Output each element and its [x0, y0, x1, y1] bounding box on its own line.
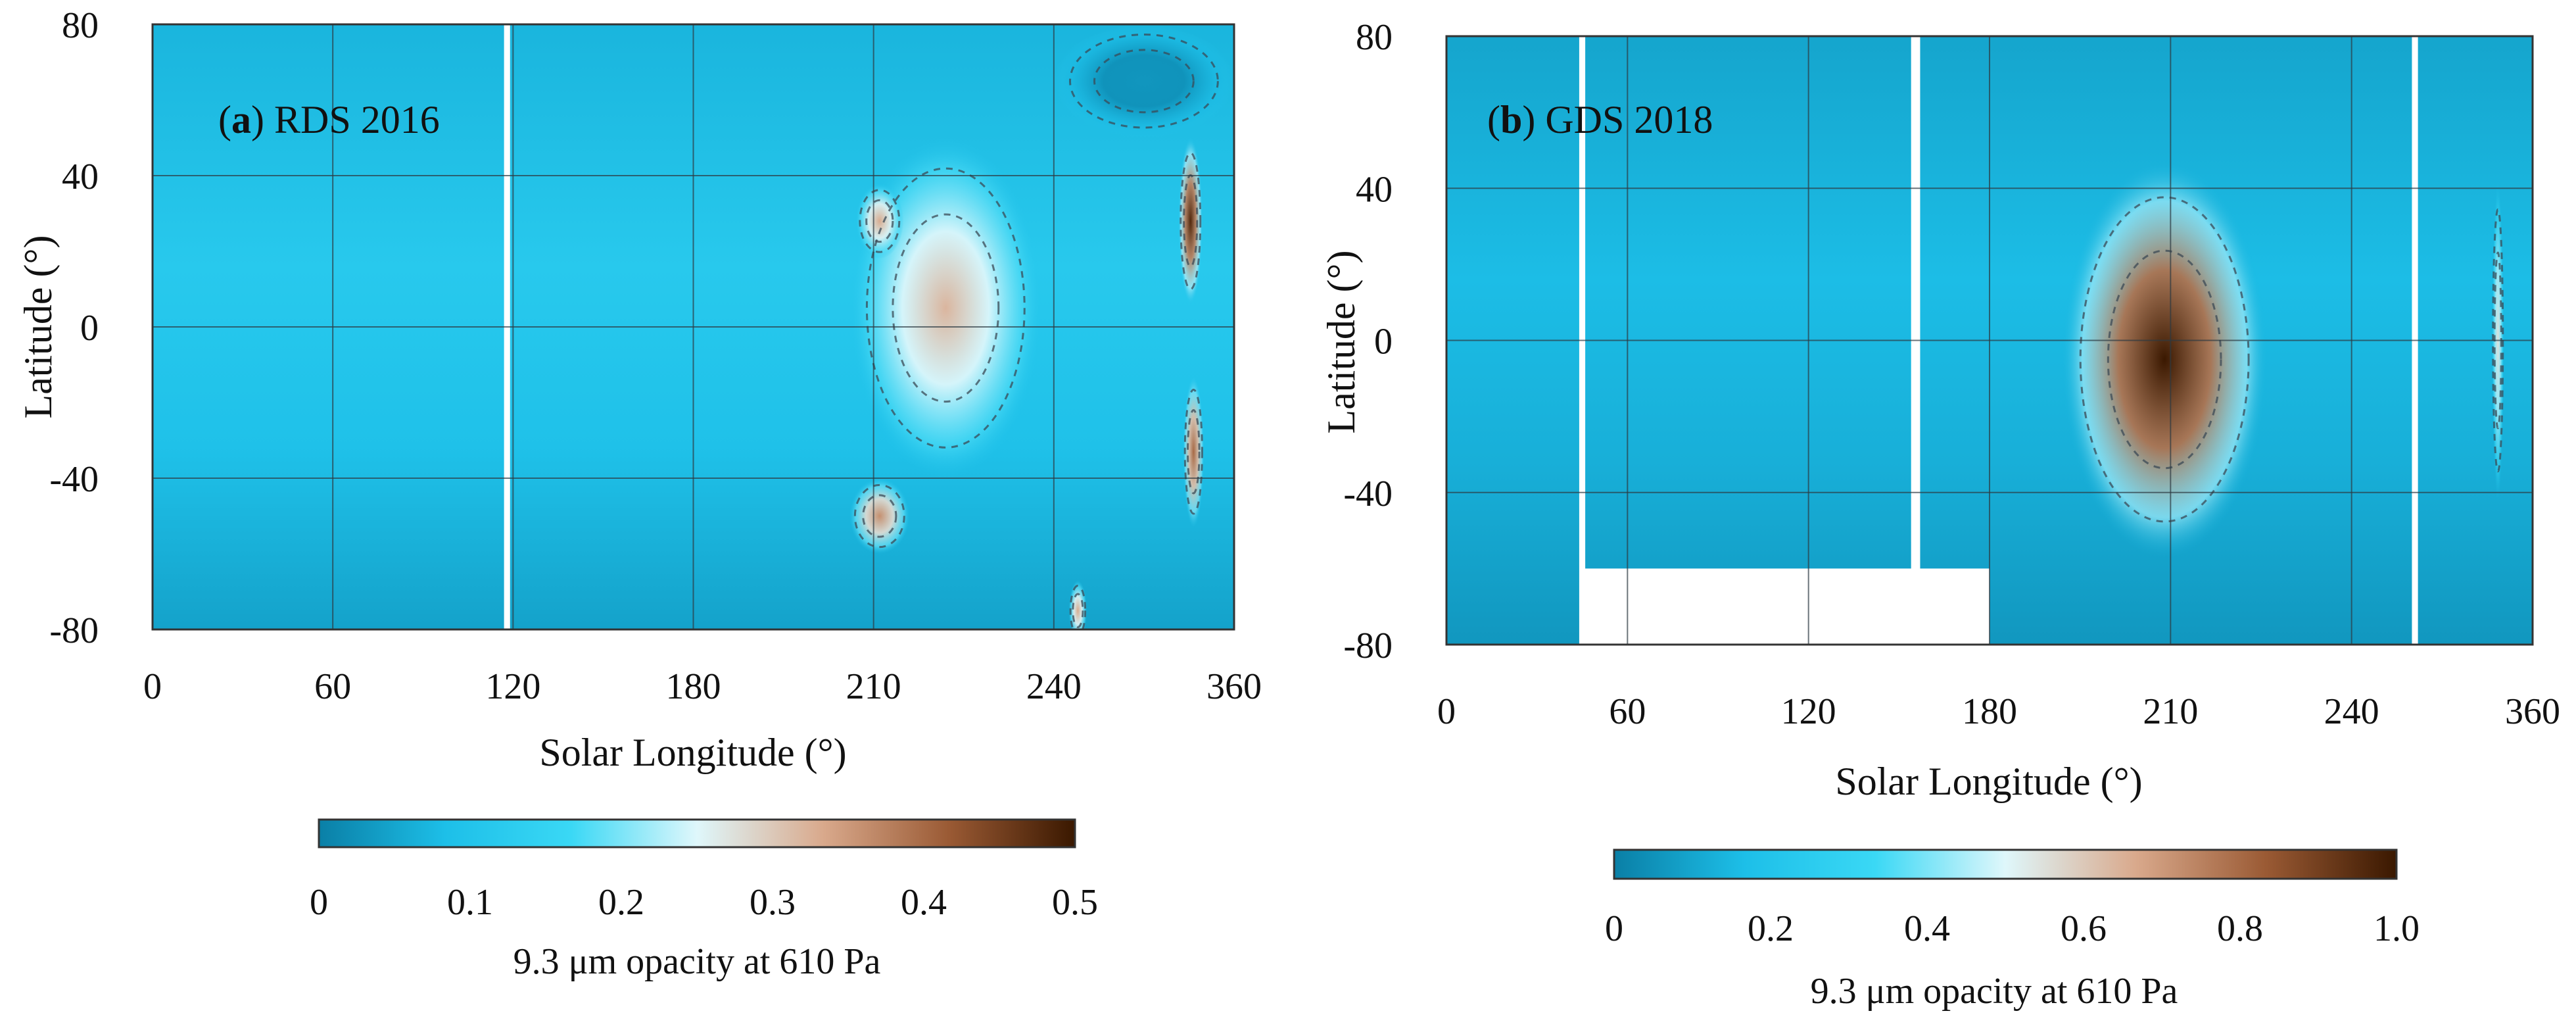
- panel-b-grid: [1446, 36, 2533, 645]
- heatmap-feature: [849, 478, 910, 554]
- x-tick-label: 60: [314, 666, 351, 707]
- contour-line: [2107, 249, 2222, 470]
- y-tick-label: -40: [49, 459, 99, 500]
- x-tick-label: 210: [2143, 691, 2198, 732]
- data-gap: [1582, 568, 1990, 645]
- y-tick-label: -80: [49, 610, 99, 651]
- contour-line: [865, 199, 894, 243]
- colorbar-tick-label: 0.2: [598, 882, 644, 923]
- colorbar-tick-label: 0.2: [1748, 908, 1794, 949]
- panel-a-colorbar: [318, 818, 1076, 848]
- colorbar-tick-label: 0.1: [447, 882, 493, 923]
- y-tick-label: 40: [62, 157, 99, 197]
- contour-line: [892, 213, 1000, 403]
- x-tick-label: 360: [2505, 691, 2560, 732]
- panel-b-colorbar-label: 9.3 μm opacity at 610 Pa: [1811, 971, 2178, 1012]
- x-tick-label: 180: [1962, 691, 2017, 732]
- panel-b-title: (b) GDS 2018: [1487, 98, 1713, 141]
- x-tick-label: 360: [1206, 666, 1262, 707]
- y-tick-label: 80: [1356, 17, 1393, 58]
- heatmap-feature: [1068, 580, 1087, 629]
- panel-b-colorbar: [1613, 848, 2398, 880]
- y-tick-label: 0: [80, 308, 99, 349]
- panel-a-title: (a) RDS 2016: [218, 98, 440, 141]
- panel-a-title-text: RDS 2016: [274, 98, 440, 141]
- x-tick-label: 60: [1609, 691, 1646, 732]
- x-tick-label: 210: [846, 666, 901, 707]
- contour-line: [1069, 34, 1219, 129]
- contour-line: [1183, 388, 1203, 515]
- panel-b-x-ticks: 0 60 120 180 210 240 360: [1437, 691, 2560, 732]
- heatmap-feature: [2062, 161, 2268, 558]
- panel-b-title-text: GDS 2018: [1545, 98, 1713, 141]
- panel-a-grid: [153, 24, 1234, 629]
- panel-a-ylabel: Latitude (°): [16, 235, 60, 419]
- y-tick-label: 80: [62, 5, 99, 46]
- contour-line: [1093, 49, 1195, 114]
- x-tick-label: 0: [143, 666, 162, 707]
- x-tick-label: 120: [1781, 691, 1836, 732]
- panel-b-xlabel: Solar Longitude (°): [1835, 760, 2142, 803]
- panel-a-x-ticks: 0 60 120 180 210 240 360: [143, 666, 1262, 707]
- x-tick-label: 120: [485, 666, 540, 707]
- y-tick-label: 40: [1356, 169, 1393, 210]
- panel-a-colorbar-label: 9.3 μm opacity at 610 Pa: [513, 941, 881, 982]
- contour-line: [2079, 196, 2250, 523]
- y-tick-label: -40: [1343, 474, 1393, 514]
- colorbar-tick-label: 0.5: [1052, 882, 1098, 923]
- contour-line: [862, 494, 897, 538]
- panel-b-ylabel: Latitude (°): [1320, 251, 1363, 434]
- contour-line: [1069, 585, 1087, 629]
- x-tick-label: 0: [1437, 691, 1456, 732]
- contour-line: [853, 483, 905, 549]
- x-tick-label: 240: [1026, 666, 1082, 707]
- heatmap-feature: [1183, 376, 1205, 528]
- panel-a: (a) RDS 2016 0 60 120 180 210 240 360 80 40 0 -40…: [16, 5, 1262, 982]
- panel-a-y-ticks: 80 40 0 -40 -80: [49, 5, 99, 651]
- colorbar-tick-label: 0.8: [2217, 908, 2263, 949]
- contour-line: [859, 189, 901, 253]
- heatmap-feature: [1053, 24, 1234, 138]
- heatmap-feature: [855, 183, 904, 259]
- contour-line: [1187, 409, 1201, 495]
- panel-a-xlabel: Solar Longitude (°): [539, 731, 846, 774]
- contour-line: [1072, 593, 1084, 629]
- y-tick-label: 0: [1374, 322, 1393, 362]
- colorbar-tick-label: 1.0: [2373, 908, 2420, 949]
- x-tick-label: 180: [666, 666, 721, 707]
- colorbar-tick-label: 0: [1605, 908, 1623, 949]
- colorbar-tick-label: 0.3: [750, 882, 796, 923]
- panel-a-colorbar-ticks: 0 0.1 0.2 0.3 0.4 0.5: [310, 882, 1098, 923]
- panel-a-letter: a: [231, 98, 251, 141]
- contour-line: [865, 167, 1026, 449]
- colorbar-tick-label: 0.6: [2061, 908, 2107, 949]
- panel-b-letter: b: [1500, 98, 1522, 141]
- x-tick-label: 240: [2324, 691, 2379, 732]
- colorbar-tick-label: 0.4: [901, 882, 947, 923]
- panel-b: (b) GDS 2018 0 60 120 180 210 240 360 80 40 0 -40…: [1320, 17, 2560, 1012]
- y-tick-label: -80: [1343, 626, 1393, 666]
- panel-a-frame: [151, 23, 1235, 631]
- heatmap-feature: [1178, 137, 1203, 305]
- colorbar-tick-label: 0: [310, 882, 328, 923]
- panel-b-y-ticks: 80 40 0 -40 -80: [1343, 17, 1393, 666]
- panel-b-frame: [1445, 35, 2534, 646]
- panel-b-colorbar-ticks: 0 0.2 0.4 0.6 0.8 1.0: [1605, 908, 2420, 949]
- contour-line: [1180, 151, 1202, 291]
- colorbar-tick-label: 0.4: [1904, 908, 1950, 949]
